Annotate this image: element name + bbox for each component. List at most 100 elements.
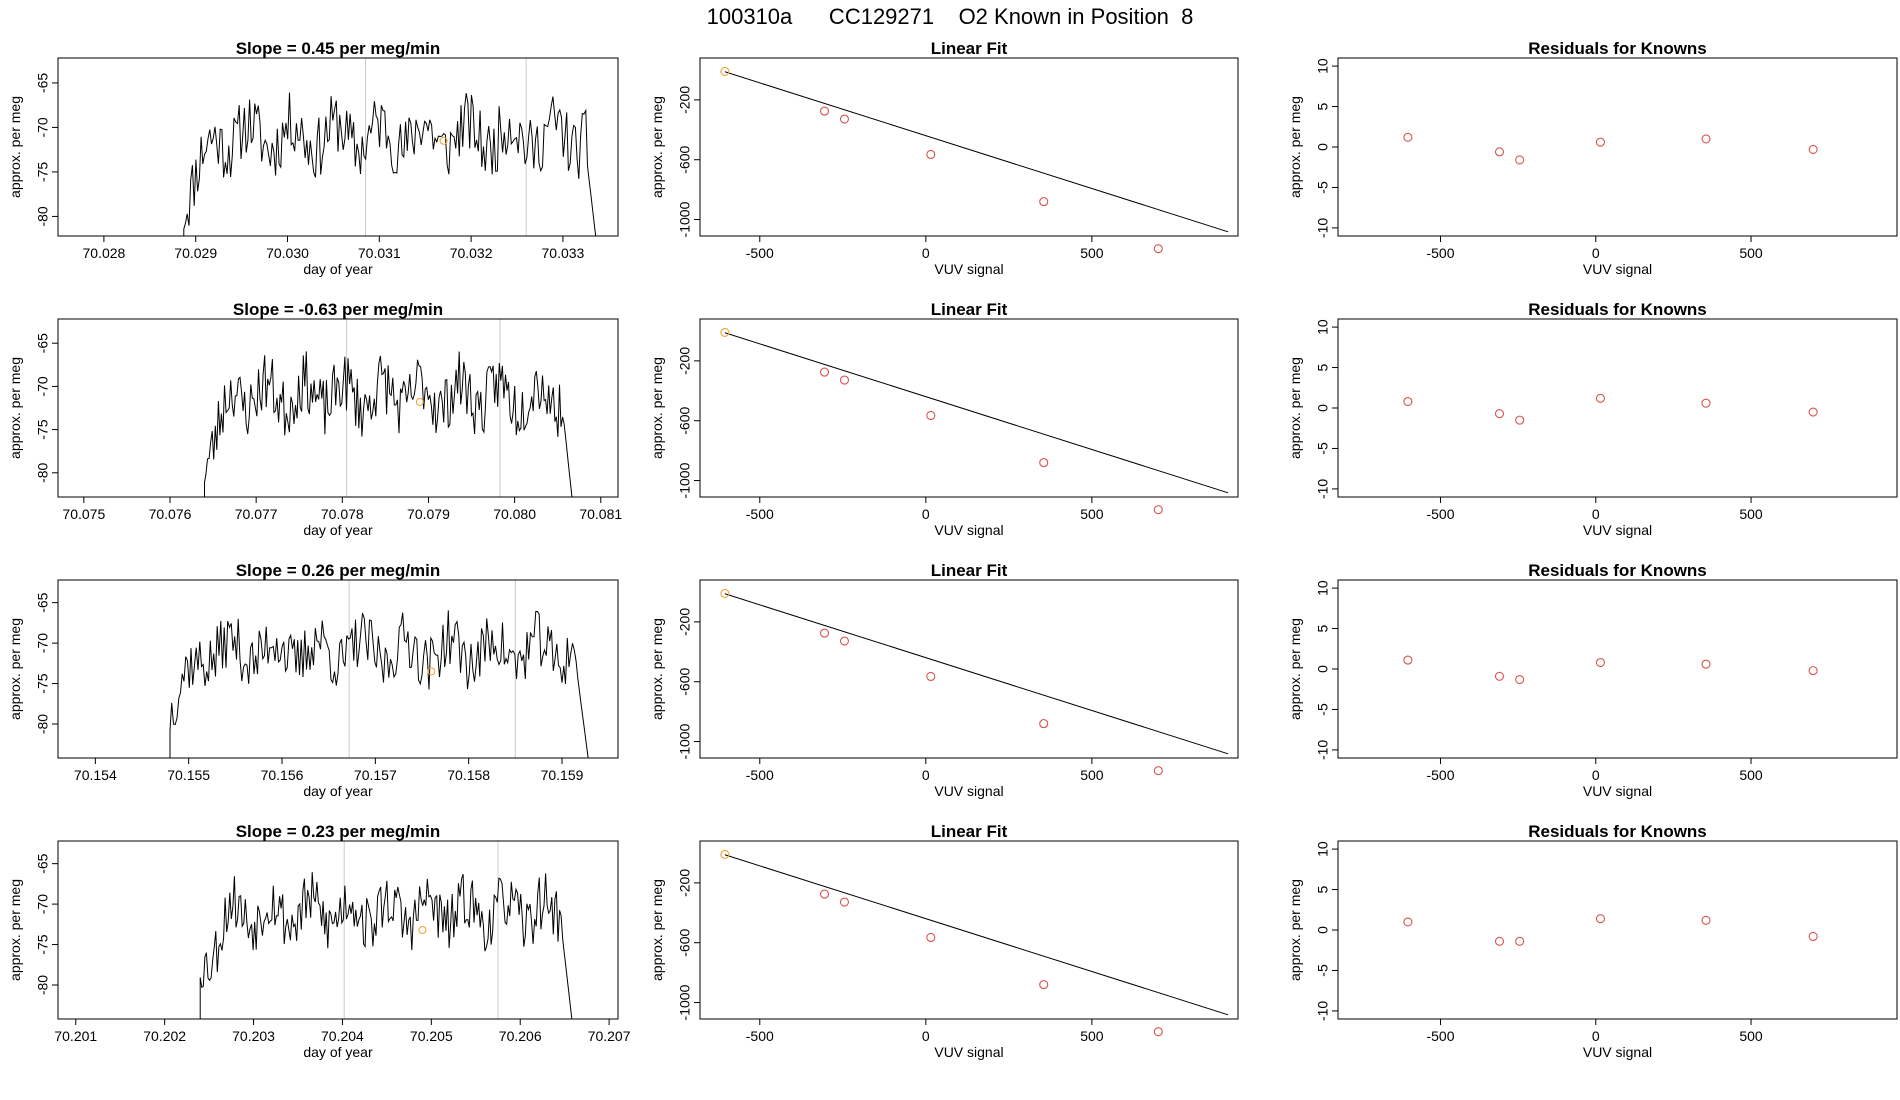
highlight-point (415, 397, 424, 406)
y-tick-label: -75 (35, 673, 51, 693)
y-axis-label: approx. per meg (1287, 879, 1303, 981)
plot-frame (1337, 840, 1898, 1020)
data-point (1494, 671, 1505, 681)
y-axis-label: approx. per meg (649, 618, 665, 720)
data-point (926, 149, 936, 160)
y-axis-label: approx. per meg (649, 879, 665, 981)
x-tick-label: -500 (746, 1028, 774, 1044)
y-tick-label: -65 (35, 853, 51, 873)
y-tick-label: -5 (1315, 964, 1331, 977)
panel-title: Residuals for Knowns (1528, 39, 1707, 58)
x-axis-label: day of year (303, 783, 373, 799)
y-axis-label: approx. per meg (649, 96, 665, 198)
x-tick-label: 70.159 (541, 767, 584, 783)
x-tick-label: 500 (1739, 506, 1763, 522)
x-axis-label: VUV signal (934, 783, 1003, 799)
data-point (1515, 415, 1525, 425)
x-tick-label: 70.205 (410, 1028, 453, 1044)
x-tick-label: 70.156 (261, 767, 304, 783)
x-tick-label: 70.077 (235, 506, 278, 522)
signal-trace (199, 871, 573, 1019)
y-tick-label: 0 (1315, 143, 1331, 151)
highlight-point (439, 136, 448, 145)
panel-3-1: Slope = 0.26 per meg/min 70.154 70.155 70.1… (7, 561, 619, 799)
y-tick-label: -65 (35, 592, 51, 612)
data-point (1808, 407, 1818, 417)
plot-frame (699, 840, 1239, 1020)
data-point (1153, 244, 1163, 254)
x-axis-label: day of year (303, 261, 373, 277)
y-tick-label: -75 (35, 419, 51, 439)
data-point (1153, 766, 1163, 776)
panel-4-2: Linear Fit -500 0 500 -1000 -600 -200 VUV signa… (649, 822, 1239, 1060)
panel-1-3: Residuals for Knowns -500 0 500 -10 -5 0 5 10 VUV… (1287, 39, 1898, 277)
y-tick-label: -200 (677, 869, 693, 897)
x-tick-label: 0 (922, 767, 930, 783)
x-tick-label: 70.031 (358, 245, 401, 261)
x-axis-label: VUV signal (1583, 1044, 1652, 1060)
y-tick-label: 10 (1315, 580, 1331, 596)
x-tick-label: 0 (1592, 245, 1600, 261)
y-axis-label: approx. per meg (7, 96, 23, 198)
x-tick-label: 70.032 (450, 245, 493, 261)
data-point (1403, 132, 1413, 142)
y-tick-label: 5 (1315, 624, 1331, 632)
y-tick-label: -5 (1315, 703, 1331, 716)
x-tick-label: -500 (1426, 245, 1454, 261)
data-point (1153, 1027, 1163, 1037)
data-point (1039, 980, 1049, 990)
x-tick-label: 0 (922, 1028, 930, 1044)
data-point (720, 588, 730, 599)
x-tick-label: 70.081 (579, 506, 622, 522)
x-axis-label: VUV signal (1583, 522, 1652, 538)
page-title: 100310a CC129271 O2 Known in Position 8 (706, 4, 1194, 29)
data-point (1701, 398, 1711, 408)
data-point (1403, 655, 1413, 665)
y-tick-label: -80 (35, 714, 51, 734)
y-tick-label: -200 (677, 86, 693, 114)
x-tick-label: 70.029 (174, 245, 217, 261)
x-tick-label: 70.201 (54, 1028, 97, 1044)
data-point (1595, 657, 1605, 668)
data-point (1595, 393, 1605, 403)
x-tick-label: 70.033 (542, 245, 585, 261)
y-tick-label: -70 (35, 117, 51, 137)
panel-2-3: Residuals for Knowns -500 0 500 -10 -5 0 5 10 VUV… (1287, 300, 1898, 538)
data-point (1039, 458, 1049, 468)
x-tick-label: 70.207 (588, 1028, 631, 1044)
x-tick-label: 500 (1739, 1028, 1763, 1044)
data-point (839, 636, 850, 646)
data-point (839, 375, 850, 385)
data-point (926, 932, 936, 943)
x-tick-label: 70.155 (167, 767, 210, 783)
fit-line (724, 332, 1229, 494)
x-axis-label: day of year (303, 522, 373, 538)
signal-trace (204, 351, 573, 497)
x-tick-label: -500 (746, 245, 774, 261)
y-axis-label: approx. per meg (649, 357, 665, 459)
y-tick-label: -1000 (677, 462, 693, 498)
x-tick-label: 0 (922, 506, 930, 522)
y-tick-label: -10 (1315, 740, 1331, 760)
y-tick-label: -65 (35, 73, 51, 93)
fit-line (724, 71, 1229, 233)
x-axis-label: VUV signal (934, 522, 1003, 538)
data-point (839, 897, 850, 907)
panel-title: Residuals for Knowns (1528, 300, 1707, 319)
data-point (926, 410, 936, 421)
y-tick-label: -1000 (677, 984, 693, 1020)
y-tick-label: -80 (35, 206, 51, 226)
x-tick-label: 70.157 (354, 767, 397, 783)
data-point (819, 106, 830, 116)
x-tick-label: -500 (746, 506, 774, 522)
x-tick-label: 70.076 (149, 506, 192, 522)
y-tick-label: -70 (35, 633, 51, 653)
data-point (1403, 396, 1413, 407)
y-axis-label: approx. per meg (1287, 357, 1303, 459)
x-tick-label: -500 (1426, 767, 1454, 783)
y-tick-label: -200 (677, 347, 693, 375)
panel-1-1: Slope = 0.45 per meg/min 70.028 70.029 70.0… (7, 39, 619, 277)
x-tick-label: 500 (1080, 245, 1104, 261)
plot-frame (1337, 579, 1898, 759)
